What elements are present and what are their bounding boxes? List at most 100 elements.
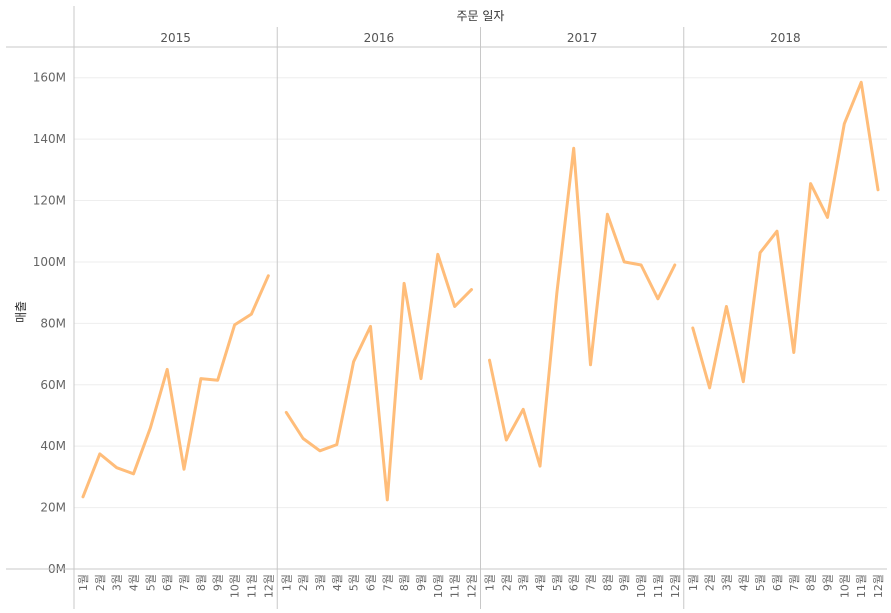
x-tick-label-2015-1: 1월: [77, 574, 90, 591]
x-tick-label-2018-10: 10월: [838, 574, 851, 598]
x-tick-label-2016-9: 9월: [415, 574, 428, 591]
x-tick-label-2015-7: 7월: [178, 574, 191, 591]
x-tick-label-2016-7: 7월: [381, 574, 394, 591]
x-tick-label-2016-12: 12월: [466, 574, 479, 598]
data-point-2016-10: [436, 253, 440, 256]
x-tick-label-2015-10: 10월: [229, 574, 242, 598]
y-axis-title: 매출: [14, 301, 28, 323]
data-point-2016-7: [386, 498, 389, 502]
x-tick-label-2015-4: 4월: [128, 574, 141, 591]
x-tick-label-2016-10: 10월: [432, 574, 445, 598]
series-line-2016: [284, 252, 473, 502]
data-point-2018-2: [708, 386, 711, 390]
y-tick-label-6: 120M: [33, 194, 66, 208]
y-tick-label-3: 60M: [40, 378, 66, 392]
data-point-2016-3: [318, 449, 322, 452]
x-tick-label-2017-7: 7월: [585, 574, 598, 591]
x-tick-label-2017-11: 11월: [652, 574, 665, 598]
x-tick-label-2017-1: 1월: [484, 574, 497, 591]
y-tick-label-4: 80M: [40, 316, 66, 330]
data-point-2016-2: [301, 437, 305, 440]
data-point-2017-5: [555, 291, 559, 294]
data-point-2015-11: [250, 312, 253, 316]
x-tick-label-2015-3: 3월: [111, 574, 124, 591]
data-point-2017-7: [589, 363, 592, 367]
data-point-2015-3: [115, 466, 118, 469]
data-point-2016-1: [285, 411, 288, 414]
data-point-2017-8: [606, 213, 609, 216]
data-point-2018-8: [809, 182, 812, 185]
data-point-2015-5: [149, 426, 152, 429]
data-point-2017-12: [673, 263, 676, 267]
data-point-2017-3: [521, 408, 525, 411]
x-tick-label-2016-11: 11월: [449, 574, 462, 598]
x-tick-label-2018-6: 6월: [771, 574, 784, 591]
data-point-2018-9: [826, 216, 829, 219]
data-point-2018-12: [876, 188, 880, 191]
data-point-2015-8: [199, 377, 203, 380]
data-point-2017-10: [639, 263, 643, 267]
data-point-2017-9: [623, 260, 626, 264]
data-point-2015-1: [81, 495, 85, 499]
series-line-2017: [488, 146, 677, 468]
data-point-2016-4: [335, 443, 338, 446]
data-point-2018-10: [843, 122, 846, 125]
data-point-2016-5: [352, 360, 355, 363]
x-tick-label-2016-2: 2월: [297, 574, 310, 591]
data-point-2016-12: [470, 288, 473, 291]
data-point-2015-6: [166, 368, 169, 371]
x-tick-label-2017-4: 4월: [534, 574, 547, 591]
x-tick-label-2018-2: 2월: [704, 574, 717, 591]
panel-title-2017: 2017: [567, 31, 598, 45]
data-point-2017-11: [656, 297, 660, 300]
x-tick-label-2017-2: 2월: [500, 574, 513, 591]
x-tick-label-2016-8: 8월: [398, 574, 411, 591]
data-point-2017-2: [505, 438, 508, 442]
data-point-2016-11: [453, 305, 456, 308]
x-tick-label-2015-9: 9월: [212, 574, 225, 591]
x-tick-label-2016-1: 1월: [280, 574, 293, 591]
data-point-2015-4: [132, 472, 135, 476]
data-point-2015-12: [267, 274, 270, 277]
data-point-2016-6: [369, 325, 372, 328]
x-tick-label-2016-6: 6월: [364, 574, 377, 591]
y-tick-label-2: 40M: [40, 439, 66, 453]
data-point-2015-2: [98, 452, 102, 456]
data-point-2017-1: [488, 359, 491, 362]
x-tick-label-2015-8: 8월: [195, 574, 208, 591]
data-point-2018-1: [691, 326, 694, 330]
x-tick-label-2018-7: 7월: [788, 574, 801, 591]
panel-title-2016: 2016: [364, 31, 395, 45]
x-tick-label-2015-12: 12월: [262, 574, 275, 598]
panel-title-2018: 2018: [770, 31, 801, 45]
series-line-2018: [691, 80, 880, 390]
x-tick-label-2017-3: 3월: [517, 574, 530, 591]
x-tick-label-2015-2: 2월: [94, 574, 107, 591]
x-tick-label-2018-3: 3월: [720, 574, 733, 591]
x-tick-label-2015-5: 5월: [144, 574, 157, 591]
x-tick-label-2017-10: 10월: [635, 574, 648, 598]
data-point-2018-7: [792, 351, 795, 354]
x-tick-label-2018-5: 5월: [754, 574, 767, 591]
x-tick-label-2018-8: 8월: [805, 574, 818, 591]
x-tick-label-2017-8: 8월: [601, 574, 614, 591]
x-tick-label-2018-9: 9월: [821, 574, 834, 591]
data-point-2018-3: [725, 305, 728, 308]
column-header-title: 주문 일자: [457, 9, 505, 23]
series-line-2015: [81, 274, 270, 499]
data-point-2018-5: [758, 251, 762, 254]
y-tick-label-8: 160M: [33, 71, 66, 85]
x-tick-label-2018-4: 4월: [737, 574, 750, 591]
data-point-2018-11: [859, 81, 863, 84]
x-tick-label-2015-6: 6월: [161, 574, 174, 591]
data-point-2018-6: [775, 230, 779, 233]
data-point-2017-6: [572, 147, 575, 150]
x-tick-label-2018-11: 11월: [855, 574, 868, 598]
y-tick-label-7: 140M: [33, 132, 66, 146]
x-tick-label-2017-5: 5월: [551, 574, 564, 591]
y-tick-label-5: 100M: [33, 255, 66, 269]
x-tick-label-2016-4: 4월: [331, 574, 344, 591]
data-point-2018-4: [742, 380, 745, 383]
x-tick-label-2017-6: 6월: [568, 574, 581, 591]
data-point-2015-9: [216, 378, 219, 382]
